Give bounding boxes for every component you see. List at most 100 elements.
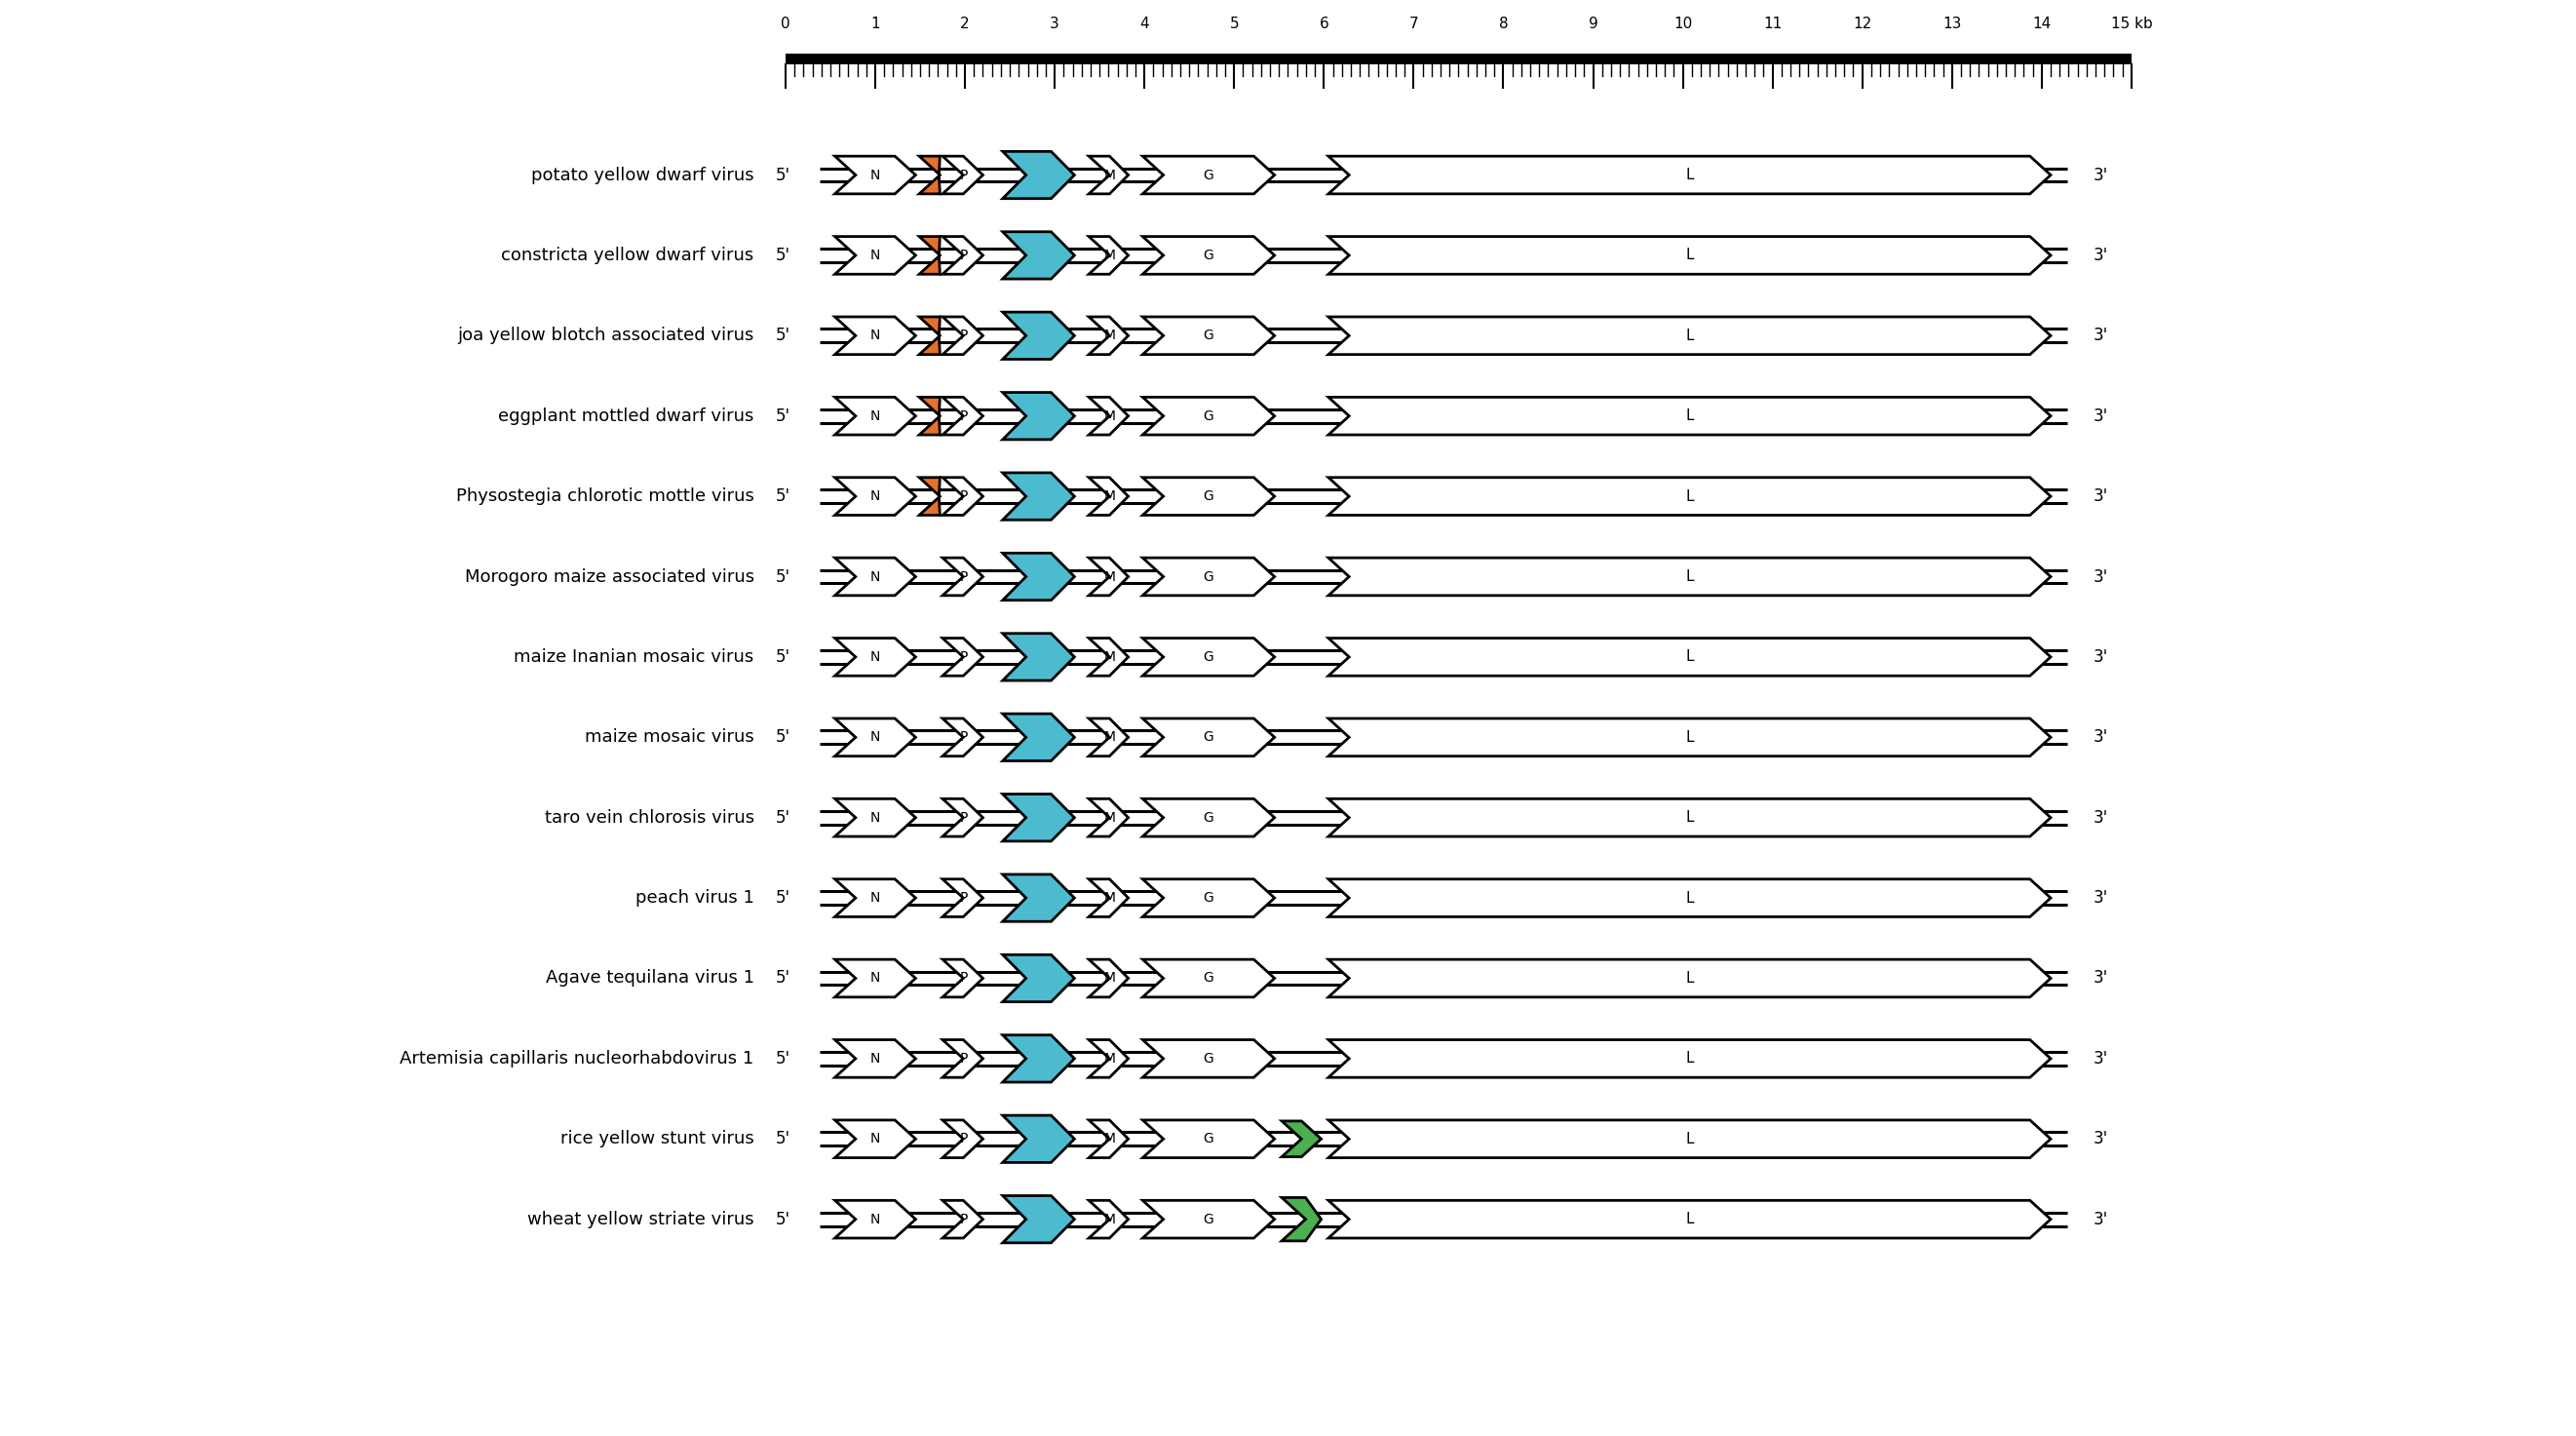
Polygon shape bbox=[1144, 1200, 1275, 1238]
Polygon shape bbox=[943, 1040, 984, 1077]
Text: L: L bbox=[1685, 1212, 1692, 1226]
Text: M: M bbox=[1103, 1212, 1115, 1226]
Polygon shape bbox=[1002, 1196, 1074, 1242]
Text: 3': 3' bbox=[2092, 728, 2107, 747]
Polygon shape bbox=[920, 157, 940, 194]
Text: constricta yellow dwarf virus: constricta yellow dwarf virus bbox=[502, 247, 755, 264]
Polygon shape bbox=[943, 718, 984, 757]
Text: G: G bbox=[1203, 1051, 1213, 1066]
Polygon shape bbox=[1002, 794, 1074, 841]
Text: 5': 5' bbox=[775, 1130, 791, 1147]
Polygon shape bbox=[1329, 638, 2050, 676]
Text: L: L bbox=[1685, 168, 1692, 182]
Polygon shape bbox=[1090, 157, 1128, 194]
Polygon shape bbox=[1090, 557, 1128, 596]
Text: P: P bbox=[958, 811, 969, 824]
Polygon shape bbox=[1283, 1122, 1321, 1157]
Polygon shape bbox=[1002, 633, 1074, 681]
Polygon shape bbox=[1329, 798, 2050, 836]
Text: 3': 3' bbox=[2092, 1130, 2107, 1147]
Text: N: N bbox=[871, 329, 881, 343]
Text: 5': 5' bbox=[775, 889, 791, 906]
Text: 5': 5' bbox=[775, 488, 791, 505]
Polygon shape bbox=[1144, 317, 1275, 355]
Polygon shape bbox=[1144, 879, 1275, 916]
Text: 3': 3' bbox=[2092, 247, 2107, 264]
Text: N: N bbox=[871, 1132, 881, 1146]
Polygon shape bbox=[1329, 1200, 2050, 1238]
Text: P: P bbox=[958, 490, 969, 503]
Text: 3': 3' bbox=[2092, 488, 2107, 505]
Text: G: G bbox=[1203, 329, 1213, 343]
Text: 3': 3' bbox=[2092, 327, 2107, 345]
Text: N: N bbox=[871, 490, 881, 503]
Text: rice yellow stunt virus: rice yellow stunt virus bbox=[562, 1130, 755, 1147]
Text: G: G bbox=[1203, 971, 1213, 985]
Text: 3': 3' bbox=[2092, 1050, 2107, 1067]
Text: P: P bbox=[958, 248, 969, 263]
Polygon shape bbox=[1090, 959, 1128, 997]
Text: 3': 3' bbox=[2092, 808, 2107, 826]
Text: P: P bbox=[958, 168, 969, 182]
Text: peach virus 1: peach virus 1 bbox=[636, 889, 755, 906]
Text: M: M bbox=[1103, 892, 1115, 905]
Text: 5': 5' bbox=[775, 327, 791, 345]
Text: 3: 3 bbox=[1051, 17, 1059, 32]
Text: G: G bbox=[1203, 1212, 1213, 1226]
Text: L: L bbox=[1685, 409, 1692, 424]
Polygon shape bbox=[943, 1200, 984, 1238]
Polygon shape bbox=[835, 477, 914, 516]
Polygon shape bbox=[835, 157, 914, 194]
Text: M: M bbox=[1103, 1051, 1115, 1066]
Text: 3': 3' bbox=[2092, 889, 2107, 906]
Polygon shape bbox=[1002, 875, 1074, 922]
Polygon shape bbox=[1144, 638, 1275, 676]
Polygon shape bbox=[1144, 237, 1275, 274]
Polygon shape bbox=[1002, 955, 1074, 1002]
Text: 5': 5' bbox=[775, 808, 791, 826]
Polygon shape bbox=[920, 398, 940, 435]
Text: P: P bbox=[958, 731, 969, 744]
Polygon shape bbox=[920, 477, 940, 516]
Text: 6: 6 bbox=[1319, 17, 1329, 32]
Text: 14: 14 bbox=[2032, 17, 2050, 32]
Text: joa yellow blotch associated virus: joa yellow blotch associated virus bbox=[459, 327, 755, 345]
Text: 5': 5' bbox=[775, 1211, 791, 1228]
Polygon shape bbox=[835, 638, 914, 676]
Polygon shape bbox=[1144, 557, 1275, 596]
Text: 3': 3' bbox=[2092, 969, 2107, 987]
Text: N: N bbox=[871, 248, 881, 263]
Text: taro vein chlorosis virus: taro vein chlorosis virus bbox=[544, 808, 755, 826]
Text: 1: 1 bbox=[871, 17, 881, 32]
Text: 3': 3' bbox=[2092, 1211, 2107, 1228]
Text: 3': 3' bbox=[2092, 167, 2107, 184]
Text: G: G bbox=[1203, 651, 1213, 663]
Text: P: P bbox=[958, 570, 969, 583]
Text: M: M bbox=[1103, 490, 1115, 503]
Text: L: L bbox=[1685, 890, 1692, 905]
Text: Physostegia chlorotic mottle virus: Physostegia chlorotic mottle virus bbox=[456, 488, 755, 505]
Text: L: L bbox=[1685, 1132, 1692, 1146]
Text: M: M bbox=[1103, 168, 1115, 182]
Text: L: L bbox=[1685, 569, 1692, 584]
Polygon shape bbox=[943, 317, 984, 355]
Polygon shape bbox=[1329, 718, 2050, 757]
Text: N: N bbox=[871, 892, 881, 905]
Text: 2: 2 bbox=[961, 17, 969, 32]
Polygon shape bbox=[920, 317, 940, 355]
Text: 10: 10 bbox=[1674, 17, 1692, 32]
Text: P: P bbox=[958, 651, 969, 663]
Polygon shape bbox=[943, 557, 984, 596]
Polygon shape bbox=[1329, 959, 2050, 997]
Polygon shape bbox=[1329, 477, 2050, 516]
Polygon shape bbox=[1002, 553, 1074, 600]
Text: G: G bbox=[1203, 892, 1213, 905]
Polygon shape bbox=[943, 798, 984, 836]
Text: G: G bbox=[1203, 811, 1213, 824]
Text: 5: 5 bbox=[1229, 17, 1239, 32]
Polygon shape bbox=[1090, 1120, 1128, 1157]
Polygon shape bbox=[1090, 317, 1128, 355]
Text: 5': 5' bbox=[775, 1050, 791, 1067]
Text: M: M bbox=[1103, 731, 1115, 744]
Text: M: M bbox=[1103, 1132, 1115, 1146]
